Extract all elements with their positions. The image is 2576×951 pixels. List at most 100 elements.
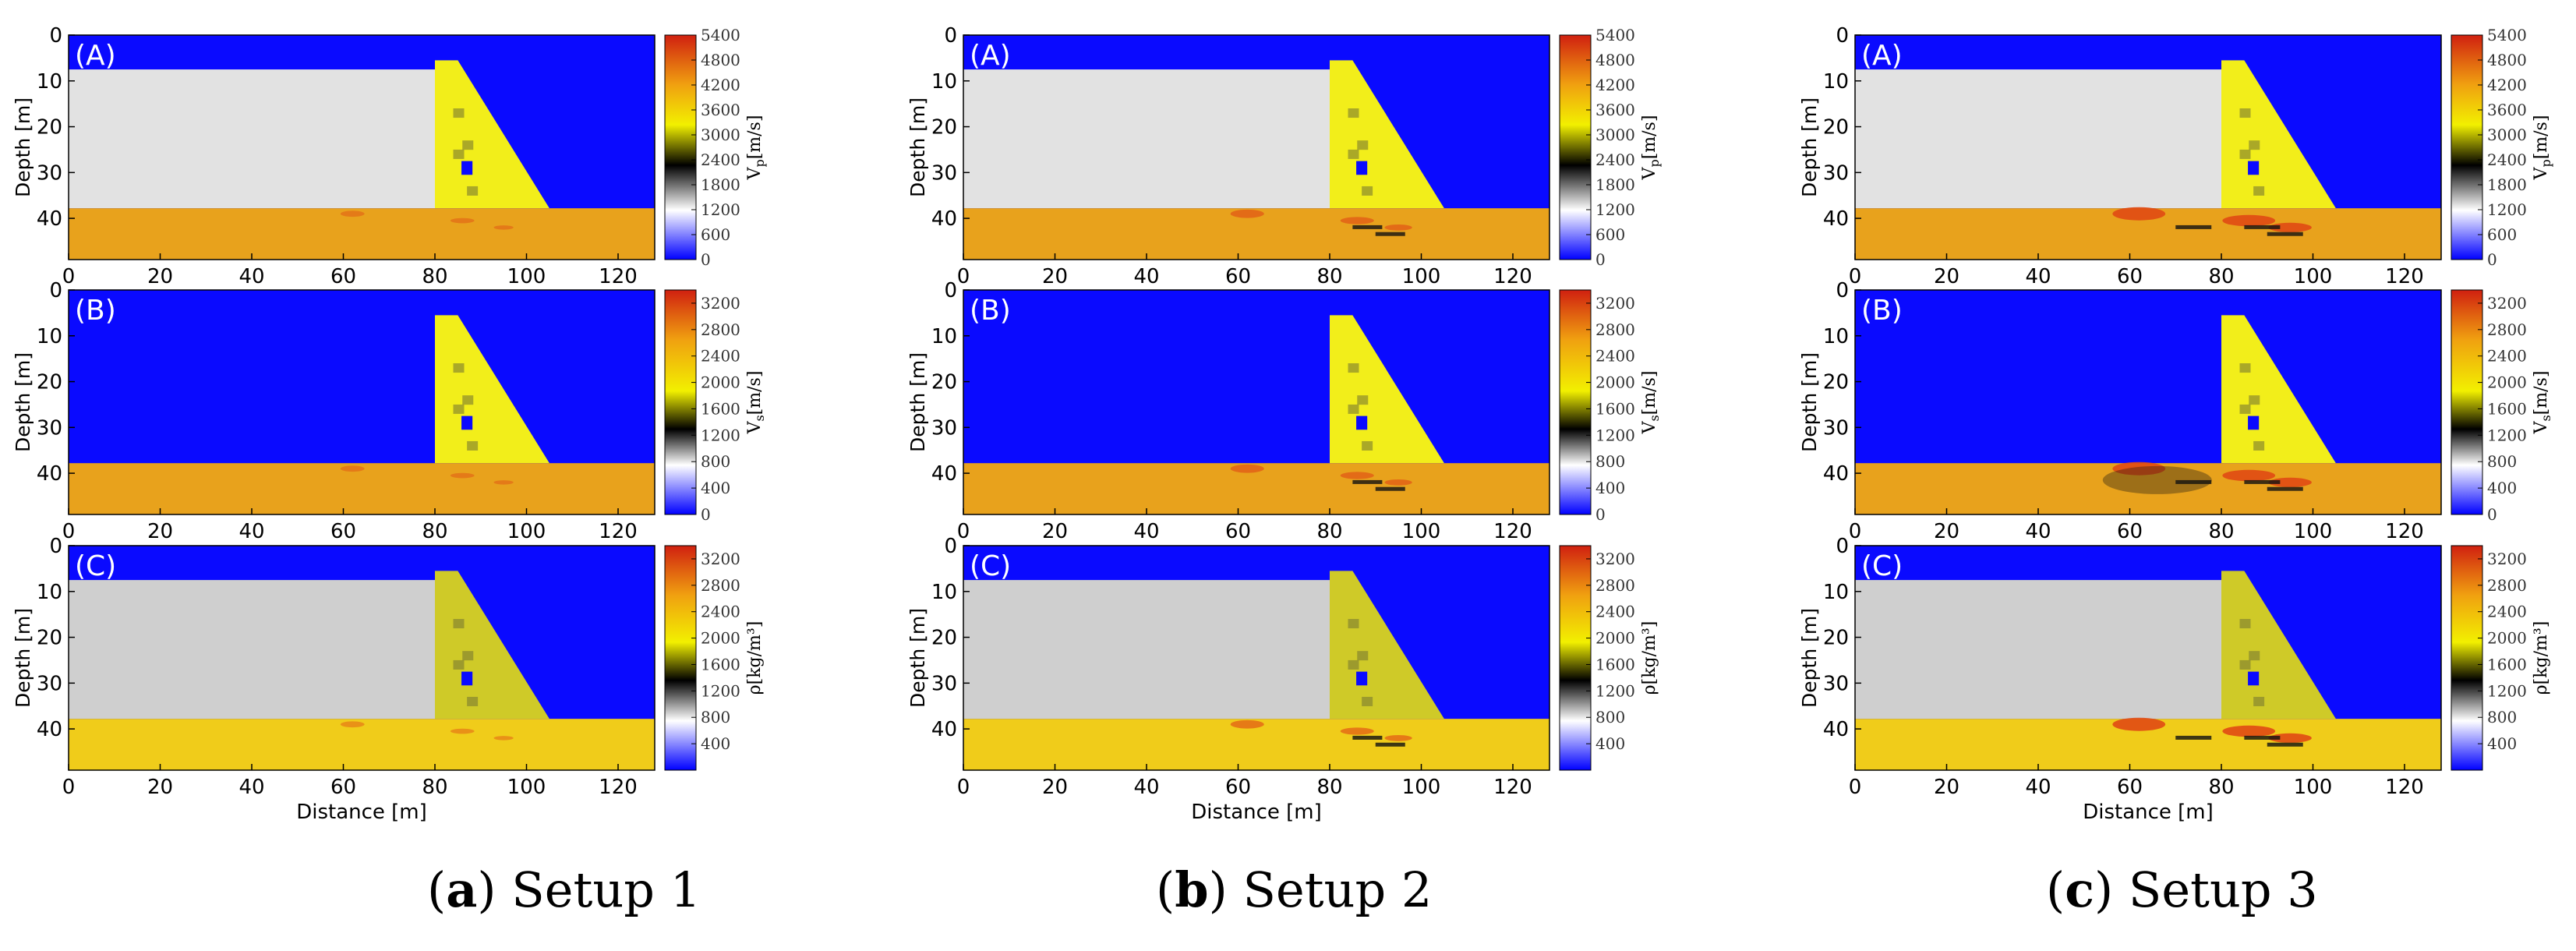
reservoir-region xyxy=(1855,69,2221,209)
colorbar-label: ρ[kg/m³] xyxy=(2532,621,2551,695)
colorbar-tick-label: 2000 xyxy=(2487,629,2527,648)
colorbar-tick-label: 2000 xyxy=(701,629,740,648)
anomaly xyxy=(2268,477,2312,487)
dam-spot xyxy=(1357,140,1369,150)
y-tick-label: 10 xyxy=(37,325,62,348)
colorbar-tick-label: 3600 xyxy=(1595,101,1635,119)
model-image xyxy=(69,290,655,514)
anomaly xyxy=(2268,733,2312,743)
y-tick-label: 40 xyxy=(1823,207,1849,231)
colorbar-tick-label: 3000 xyxy=(2487,126,2527,144)
colorbar-label: Vs[m/s] xyxy=(1640,371,1662,435)
colorbar-tick-label: 2400 xyxy=(2487,150,2527,169)
anomaly-line xyxy=(1352,479,1383,484)
x-tick-label: 80 xyxy=(1316,265,1342,288)
x-tick-label: 20 xyxy=(1042,776,1068,799)
colorbar-tick-label: 1600 xyxy=(701,399,740,418)
x-tick-label: 40 xyxy=(1133,265,1159,288)
colorbar-tick-label: 1200 xyxy=(2487,426,2527,444)
dam-spot xyxy=(2253,696,2265,706)
colorbar-tick-label: 600 xyxy=(701,225,730,244)
model-image xyxy=(69,546,655,770)
dam-spot xyxy=(453,149,465,159)
anomaly xyxy=(340,210,365,217)
colorbar-tick-label: 0 xyxy=(1595,505,1606,524)
x-tick-label: 80 xyxy=(422,776,447,799)
panel-b-A: (A) 0 10 20 30 40 0 20 40 60 80 100 120 Depth [m] 5400… xyxy=(906,24,1662,288)
plot-frame xyxy=(68,545,655,771)
anomaly xyxy=(1340,727,1374,735)
y-tick-label: 30 xyxy=(931,416,957,440)
plot-frame xyxy=(1854,34,2442,260)
anomaly xyxy=(2222,214,2276,227)
colorbar-tick-label: 400 xyxy=(1595,734,1625,753)
colorbar-tick-label: 800 xyxy=(2487,708,2517,727)
dam-spot xyxy=(2239,659,2251,670)
anomaly-line xyxy=(2267,742,2303,747)
anomaly xyxy=(1384,479,1412,486)
anomaly-line xyxy=(2175,224,2212,229)
gallery xyxy=(1356,671,1368,686)
y-tick-label: 10 xyxy=(1823,325,1849,348)
anomaly-line xyxy=(2175,735,2212,740)
anomaly-line xyxy=(1352,735,1383,740)
x-tick-label: 0 xyxy=(957,265,970,288)
colorbar-tick-label: 400 xyxy=(701,479,730,497)
anomaly-line xyxy=(1352,224,1383,229)
y-tick-label: 10 xyxy=(1823,70,1849,94)
x-tick-label: 40 xyxy=(2025,520,2051,543)
colorbar-label-unit: [m/s] xyxy=(745,115,765,160)
colorbar-tick-label: 2400 xyxy=(701,603,740,621)
plot-frame xyxy=(963,34,1550,260)
x-tick-label: 40 xyxy=(239,265,264,288)
colorbar-label: Vp[m/s] xyxy=(1640,115,1662,181)
x-tick-label: 100 xyxy=(2294,520,2333,543)
x-tick-label: 0 xyxy=(957,520,970,543)
plot-frame xyxy=(963,545,1550,771)
colorbar-tick-label: 1200 xyxy=(2487,681,2527,700)
y-tick-label: 40 xyxy=(37,718,62,741)
dam-spot xyxy=(1357,395,1369,405)
x-tick-label: 100 xyxy=(1402,776,1441,799)
dam-spot xyxy=(453,659,465,670)
dam-spot xyxy=(2249,140,2260,150)
gallery xyxy=(1356,415,1368,430)
colorbar-tick-label: 0 xyxy=(2487,505,2497,524)
colorbar-tick-label: 5400 xyxy=(2487,26,2527,44)
colorbar-tick-label: 0 xyxy=(2487,250,2497,269)
panel-letter: (C) xyxy=(1861,550,1903,582)
anomaly xyxy=(1230,209,1264,218)
colorbar-label-main: ρ xyxy=(1640,684,1659,695)
colorbar-label-main: V xyxy=(2532,166,2551,180)
colorbar-tick-label: 5400 xyxy=(1595,26,1635,44)
colorbar-tick-label: 400 xyxy=(701,734,730,753)
colorbar-tick-label: 4800 xyxy=(701,51,740,69)
colorbar-tick-label: 2400 xyxy=(701,150,740,169)
y-axis-label: Depth [m] xyxy=(906,97,929,197)
panel-letter: (B) xyxy=(1861,295,1903,327)
panel-letter: (C) xyxy=(75,550,116,582)
y-tick-label: 0 xyxy=(1836,279,1849,302)
colorbar-label-main: V xyxy=(2532,420,2551,434)
x-tick-label: 0 xyxy=(62,265,76,288)
x-tick-label: 120 xyxy=(599,520,638,543)
x-tick-label: 80 xyxy=(2208,265,2234,288)
colorbar-tick-label: 1600 xyxy=(1595,655,1635,673)
x-tick-label: 0 xyxy=(1849,265,1862,288)
colorbar-tick-label: 4200 xyxy=(2487,76,2527,94)
dam-spot xyxy=(453,619,465,629)
colorbar-tick-label: 2000 xyxy=(1595,629,1635,648)
anomaly xyxy=(1230,464,1264,473)
plot-frame xyxy=(1854,545,2442,771)
colorbar xyxy=(2451,289,2483,515)
colorbar-tick-label: 400 xyxy=(2487,479,2517,497)
y-axis-label: Depth [m] xyxy=(12,608,34,708)
colorbar-tick-label: 5400 xyxy=(701,26,740,44)
x-tick-label: 40 xyxy=(239,520,264,543)
x-tick-label: 20 xyxy=(1934,265,1959,288)
dam-spot xyxy=(1348,404,1359,414)
x-tick-label: 20 xyxy=(1934,776,1959,799)
